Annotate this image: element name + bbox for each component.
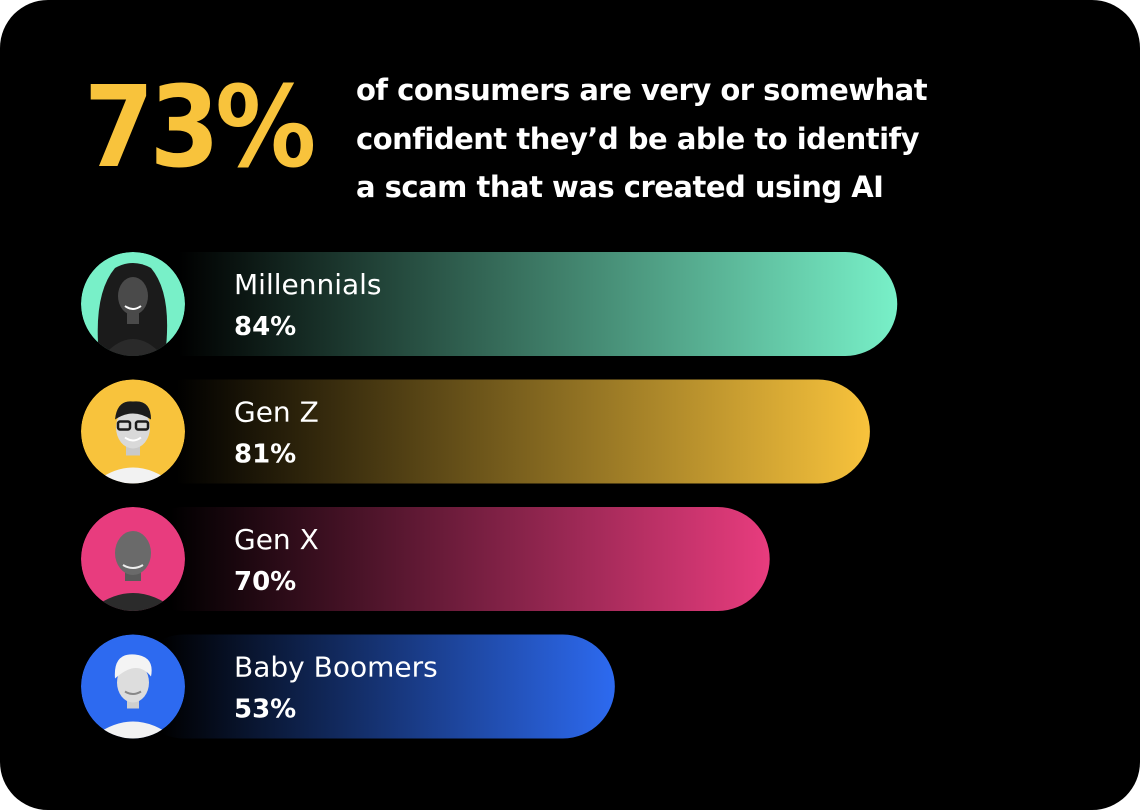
category-label: Gen X [234,523,319,556]
bar [132,634,615,739]
headline-description: of consumers are very or somewhat confid… [356,66,956,212]
description-line: a scam that was created using AI [356,170,884,204]
bar-row: Gen Z 81% [81,379,870,484]
description-line: confident they’d be able to identify [356,121,920,156]
bar [132,507,770,611]
category-label: Millennials [234,268,382,301]
value-label: 70% [234,567,296,597]
avatar-man-glasses-icon [81,379,185,484]
value-label: 81% [234,440,296,470]
category-label: Baby Boomers [234,651,438,684]
avatar-woman-gray-hair-icon [81,634,185,739]
value-label: 84% [234,312,296,342]
avatar-woman-braids-icon [81,252,185,356]
headline-stat: 73% [84,63,316,193]
value-label: 53% [234,695,296,725]
bar [132,379,870,484]
category-label: Gen Z [234,396,319,429]
bar-row: Gen X 70% [81,507,770,611]
avatar-man-bald-icon [81,507,185,611]
bar-row: Millennials 84% [81,252,898,356]
description-line: of consumers are very or somewhat [356,73,928,107]
bar [132,252,898,356]
bar-row: Baby Boomers 53% [81,634,615,739]
